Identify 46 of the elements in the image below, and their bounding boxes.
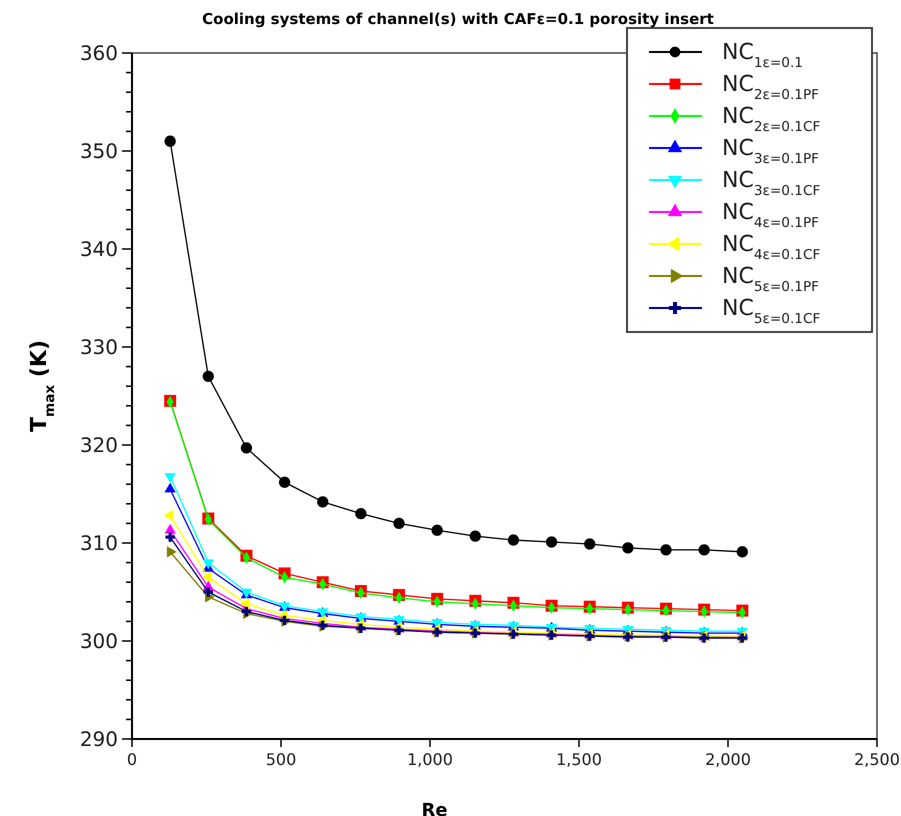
x-tick-label: 1,500 (556, 750, 602, 769)
legend-label: NC$_{2ε=0.1CF}$ (722, 104, 820, 135)
point (546, 536, 558, 548)
point (660, 544, 672, 556)
legend-label: NC$_{1ε=0.1}$ (722, 40, 803, 71)
legend-label: NC$_{4ε=0.1CF}$ (722, 232, 820, 263)
y-tick-label: 330 (80, 335, 118, 359)
legend-label: NC$_{4ε=0.1PF}$ (722, 200, 820, 231)
point (470, 530, 481, 542)
x-axis-title: Re (421, 800, 448, 816)
point (164, 136, 176, 147)
x-tick-label: 2,500 (854, 750, 900, 769)
y-tick-label: 320 (80, 433, 118, 457)
point (240, 442, 252, 454)
y-tick-label: 360 (80, 41, 118, 65)
point (622, 542, 634, 554)
point (736, 546, 748, 558)
x-tick-label: 2,000 (705, 750, 751, 769)
y-tick-label: 340 (80, 237, 118, 261)
point (584, 538, 596, 550)
point (508, 534, 520, 546)
y-tick-label: 290 (80, 727, 118, 751)
y-tick-label: 300 (80, 629, 118, 653)
point (164, 482, 176, 492)
legend-label: NC$_{3ε=0.1CF}$ (722, 168, 820, 199)
legend-label: NC$_{3ε=0.1PF}$ (722, 136, 820, 167)
chart-title: Cooling systems of channel(s) with CAFε=0.1 porosity insert (202, 10, 714, 28)
point (242, 606, 252, 616)
legend-label: NC$_{5ε=0.1CF}$ (722, 296, 820, 327)
point (698, 544, 710, 556)
point (355, 508, 367, 520)
point (278, 476, 290, 488)
y-tick-label: 350 (80, 139, 118, 163)
x-tick-label: 0 (126, 750, 138, 769)
point (164, 524, 176, 534)
point (432, 524, 443, 536)
legend-label: NC$_{5ε=0.1PF}$ (722, 264, 820, 295)
point (202, 370, 214, 382)
legend-label: NC$_{2ε=0.1PF}$ (722, 72, 820, 103)
point (165, 532, 175, 542)
y-tick-label: 310 (80, 531, 118, 555)
x-tick-label: 500 (266, 750, 296, 769)
point (317, 496, 328, 508)
point (204, 587, 214, 597)
point (393, 518, 405, 530)
x-tick-label: 1,000 (407, 750, 453, 769)
